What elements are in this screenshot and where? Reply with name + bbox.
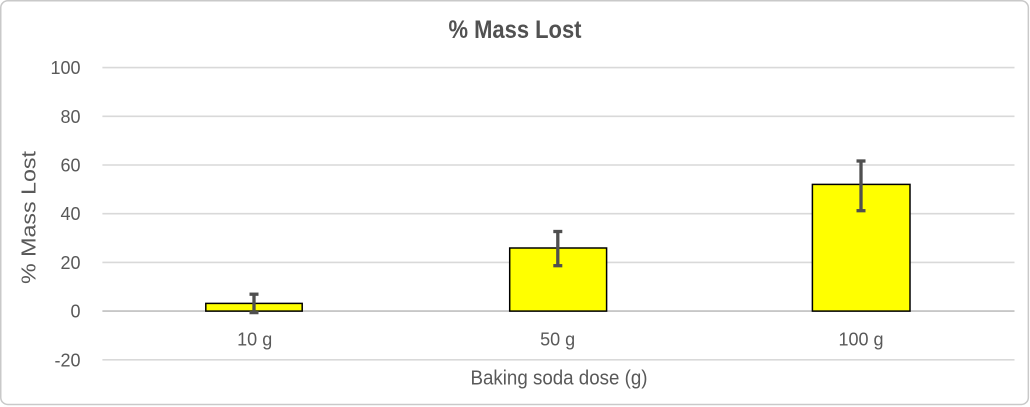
svg-text:60: 60 <box>60 156 80 176</box>
svg-text:0: 0 <box>70 302 80 322</box>
svg-text:80: 80 <box>60 107 80 127</box>
svg-text:Baking soda dose (g): Baking soda dose (g) <box>471 367 648 389</box>
svg-text:% Mass Lost: % Mass Lost <box>449 16 583 44</box>
svg-text:-20: -20 <box>54 350 80 370</box>
svg-text:100 g: 100 g <box>838 329 883 349</box>
svg-text:20: 20 <box>60 253 80 273</box>
svg-text:50 g: 50 g <box>540 329 575 349</box>
svg-text:10 g: 10 g <box>237 329 272 349</box>
svg-text:100: 100 <box>50 58 80 78</box>
svg-text:40: 40 <box>60 204 80 224</box>
svg-text:% Mass Lost: % Mass Lost <box>19 150 41 284</box>
